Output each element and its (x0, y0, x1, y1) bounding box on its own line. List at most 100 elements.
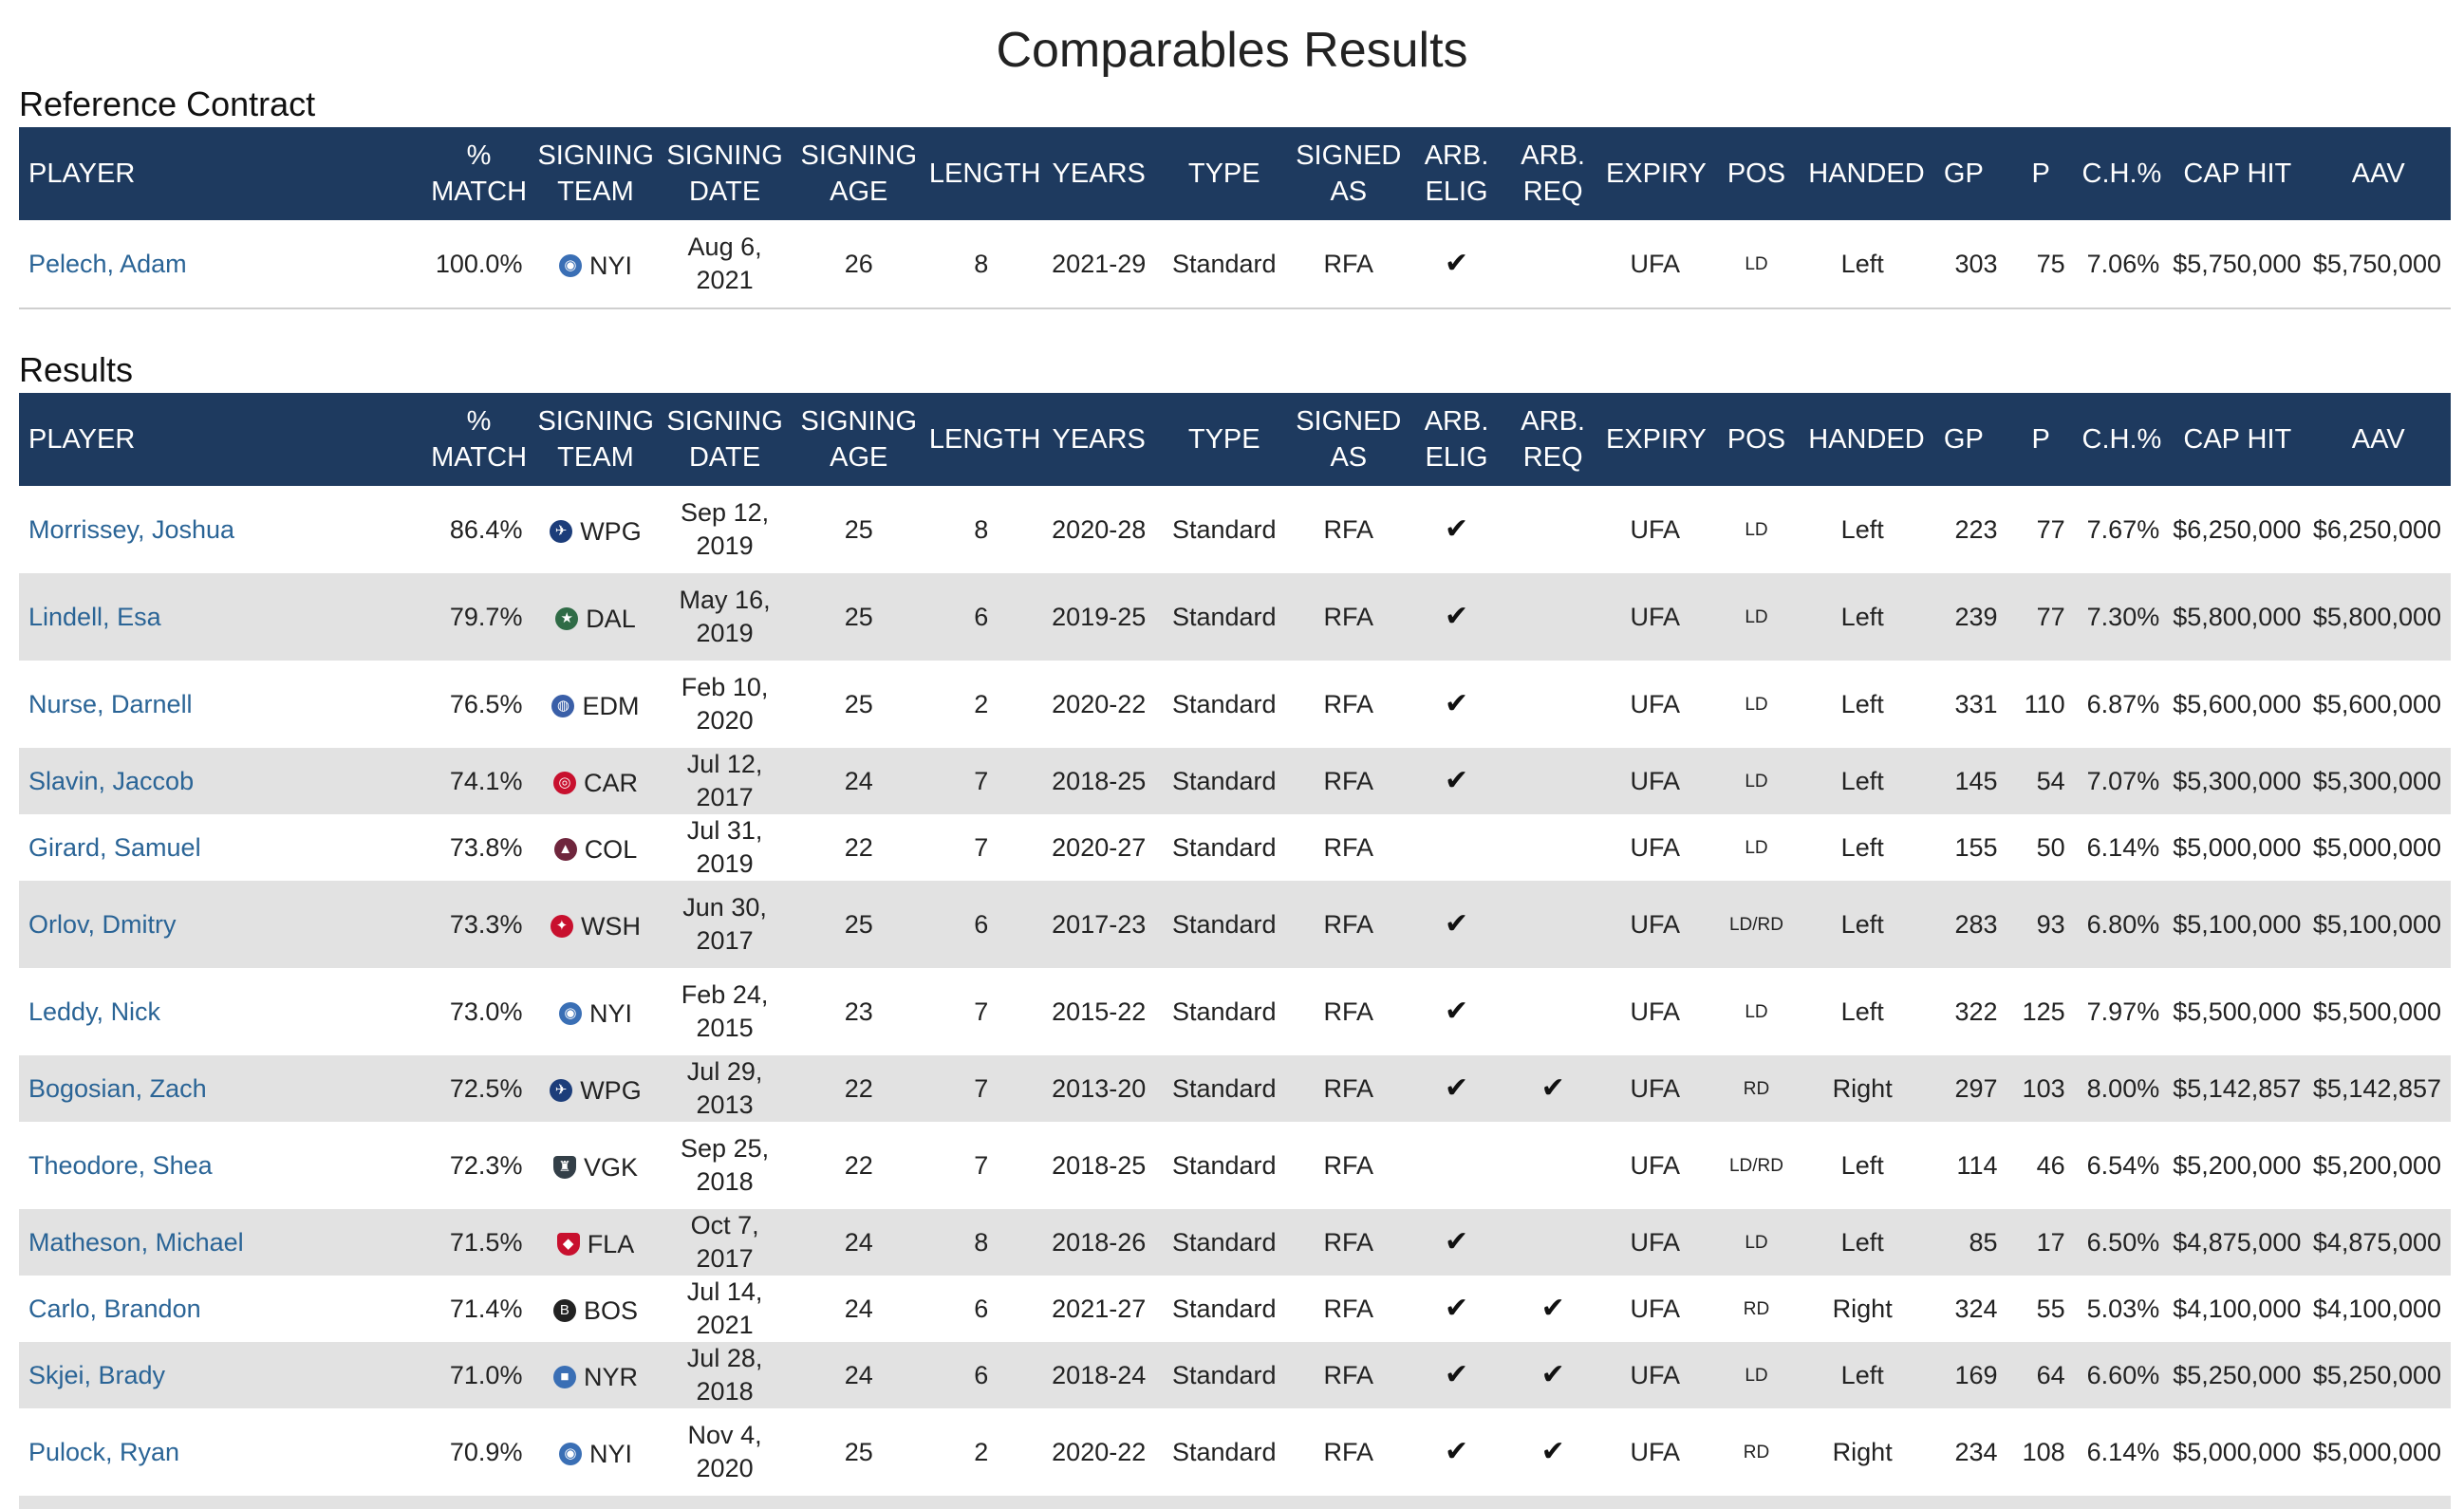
aav-cell: $5,000,000 (2312, 832, 2441, 862)
length-cell: 8 (924, 1209, 1037, 1276)
cap-hit-pct-cell: 6.60% (2074, 1342, 2170, 1408)
header-years[interactable]: YEARS (1036, 127, 1161, 220)
header-gp[interactable]: GP (1920, 127, 2007, 220)
header-match[interactable]: % MATCH (423, 393, 534, 486)
player-link[interactable]: Leddy, Nick (28, 997, 161, 1026)
date-line: Jun 30, (682, 893, 767, 922)
header-years[interactable]: YEARS (1036, 393, 1161, 486)
header-arb-elig[interactable]: ARB. ELIG (1409, 393, 1504, 486)
aav-cell: $5,750,000 (2305, 220, 2451, 309)
table-row: Lindell, Esa 79.7% ★ DAL May 16, 2019 25 6 2019-… (19, 573, 2451, 661)
header-cap-hit-pct[interactable]: C.H.% (2074, 393, 2170, 486)
signing-age-cell: 26 (792, 220, 925, 309)
arb-req-cell (1503, 748, 1602, 814)
header-signing-team[interactable]: SIGNING TEAM (533, 127, 658, 220)
player-cell: Bogosian, Zach (19, 1055, 424, 1122)
header-signing-team[interactable]: SIGNING TEAM (533, 393, 658, 486)
header-signing-age[interactable]: SIGNING AGE (792, 127, 925, 220)
header-cap-hit[interactable]: CAP HIT (2169, 127, 2306, 220)
header-length[interactable]: LENGTH (924, 393, 1041, 486)
date-line: 2017 (696, 926, 754, 955)
years-cell: 2020-28 (1052, 514, 1147, 544)
player-cell: Slavin, Jaccob (19, 748, 424, 814)
years-cell: 2018-24 (1036, 1342, 1161, 1408)
header-player[interactable]: PLAYER (19, 393, 424, 486)
length-cell: 7 (974, 997, 989, 1026)
reference-row: Pelech, Adam 100.0% ◉ NYI Aug 6, 2021 26 8 2021-… (19, 220, 2451, 309)
player-cell: Theodore, Shea (19, 1122, 424, 1209)
header-expiry[interactable]: EXPIRY (1601, 127, 1708, 220)
header-signing-date[interactable]: SIGNING DATE (657, 393, 793, 486)
pos-cell: RD (1708, 1055, 1805, 1122)
gp-cell: 303 (1920, 220, 2007, 309)
player-link[interactable]: Bogosian, Zach (28, 1073, 207, 1103)
check-icon: ✔ (1444, 1359, 1469, 1390)
expiry-cell: UFA (1630, 1150, 1681, 1180)
player-link[interactable]: Skjei, Brady (28, 1360, 166, 1389)
cap-hit-cell: $5,142,857 (2169, 1055, 2306, 1122)
header-expiry[interactable]: EXPIRY (1601, 393, 1708, 486)
header-pos[interactable]: POS (1708, 393, 1805, 486)
header-handed[interactable]: HANDED (1804, 127, 1925, 220)
player-link[interactable]: Slavin, Jaccob (28, 766, 195, 795)
cap-hit-pct-cell: 6.14% (2086, 1437, 2160, 1466)
header-arb-req[interactable]: ARB. REQ (1503, 127, 1602, 220)
header-signed-as[interactable]: SIGNED AS (1287, 393, 1409, 486)
signing-age-cell: 25 (792, 573, 925, 661)
header-signing-date[interactable]: SIGNING DATE (657, 127, 793, 220)
header-aav[interactable]: AAV (2305, 127, 2451, 220)
type-cell: Standard (1160, 573, 1288, 661)
arb-elig-cell: ✔ (1409, 1408, 1504, 1496)
team-cell: ✦ WSH (533, 881, 658, 968)
header-gp[interactable]: GP (1920, 393, 2007, 486)
points-cell: 54 (2007, 748, 2075, 814)
player-link[interactable]: Theodore, Shea (28, 1150, 213, 1180)
team-abbr: VGK (583, 1152, 638, 1182)
header-aav[interactable]: AAV (2305, 393, 2451, 486)
header-p[interactable]: P (2007, 127, 2075, 220)
header-signed-as[interactable]: SIGNED AS (1287, 127, 1409, 220)
handed-cell: Right (1804, 1055, 1921, 1122)
player-link[interactable]: Lindell, Esa (28, 602, 161, 631)
header-signing-age[interactable]: SIGNING AGE (792, 393, 925, 486)
player-link[interactable]: Pelech, Adam (28, 249, 187, 278)
signed-as-cell: RFA (1323, 514, 1374, 544)
header-cap-hit-pct[interactable]: C.H.% (2074, 127, 2170, 220)
player-link[interactable]: Matheson, Michael (28, 1227, 244, 1257)
header-pos[interactable]: POS (1708, 127, 1805, 220)
header-type[interactable]: TYPE (1160, 127, 1288, 220)
cap-hit-pct-cell: 6.54% (2086, 1150, 2160, 1180)
header-player[interactable]: PLAYER (19, 127, 424, 220)
table-row: Girard, Samuel 73.8% ▲ COL Jul 31, 2019 22 7 20… (19, 814, 2451, 881)
table-row: Carlo, Brandon 71.4% B BOS Jul 14, 2021 24 6 20… (19, 1276, 2451, 1342)
length-cell: 8 (974, 514, 989, 544)
points-cell: 103 (2007, 1055, 2075, 1122)
player-link[interactable]: Morrissey, Joshua (28, 514, 235, 544)
header-cap-hit[interactable]: CAP HIT (2169, 393, 2306, 486)
header-arb-req[interactable]: ARB. REQ (1503, 393, 1602, 486)
header-match[interactable]: % MATCH (423, 127, 534, 220)
table-row: Orlov, Dmitry 73.3% ✦ WSH Jun 30, 2017 25 6 2017… (19, 881, 2451, 968)
header-arb-elig[interactable]: ARB. ELIG (1409, 127, 1504, 220)
player-link[interactable]: Pulock, Ryan (28, 1437, 180, 1466)
islanders-logo-icon: ◉ (558, 1443, 582, 1466)
header-type[interactable]: TYPE (1160, 393, 1288, 486)
points-cell: 46 (2036, 1150, 2065, 1180)
arb-elig-cell (1409, 814, 1504, 881)
arb-elig-cell: ✔ (1409, 1055, 1504, 1122)
check-icon: ✔ (1444, 765, 1469, 796)
player-link[interactable]: Girard, Samuel (28, 832, 201, 862)
player-link[interactable]: Carlo, Brandon (28, 1294, 201, 1323)
date-line: Nov 4, (687, 1421, 762, 1449)
header-length[interactable]: LENGTH (924, 127, 1041, 220)
cap-hit-pct-cell: 6.50% (2074, 1209, 2170, 1276)
points-cell: 50 (2036, 832, 2065, 862)
arb-req-cell: ✔ (1503, 1342, 1602, 1408)
page-title: Comparables Results (996, 23, 1468, 78)
header-handed[interactable]: HANDED (1804, 393, 1925, 486)
player-link[interactable]: Nurse, Darnell (28, 689, 193, 718)
pos-cell: LD (1708, 1342, 1805, 1408)
cap-hit-cell: $5,800,000 (2169, 573, 2306, 661)
header-p[interactable]: P (2007, 393, 2075, 486)
player-link[interactable]: Orlov, Dmitry (28, 909, 177, 939)
